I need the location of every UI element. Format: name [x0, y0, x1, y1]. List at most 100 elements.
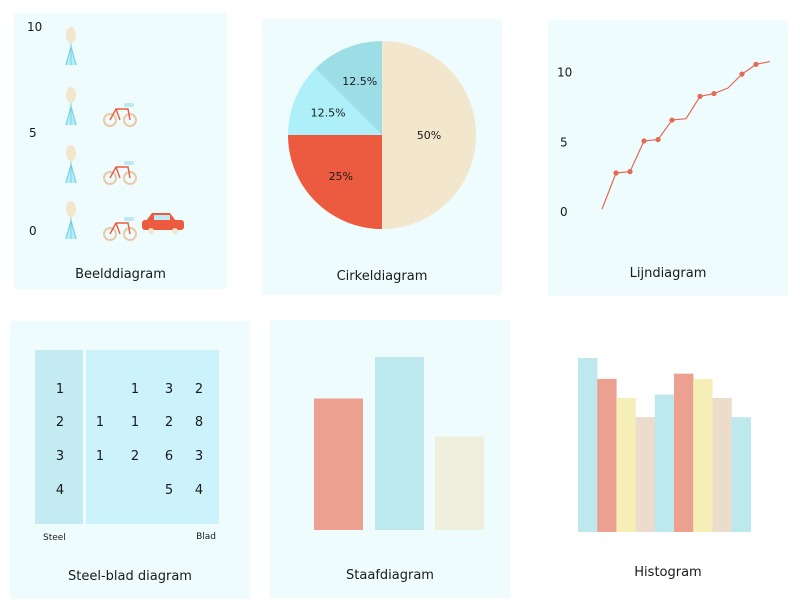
line-point — [627, 169, 633, 175]
stem-column — [35, 350, 83, 524]
histogram-bar — [654, 394, 675, 532]
pictogram-caption: Beelddiagram — [75, 267, 166, 282]
leaf-value: 4 — [195, 483, 203, 498]
bicycle-wheel — [123, 227, 137, 241]
leaf-column — [86, 350, 219, 524]
person-stripes — [65, 43, 77, 66]
leaf-value: 1 — [96, 449, 104, 464]
histogram-panel: Histogram — [548, 320, 788, 598]
histogram-bar — [578, 358, 598, 532]
car-window — [154, 215, 170, 220]
line-point — [641, 138, 647, 144]
bicycle-frame — [109, 166, 131, 179]
pie-slice-label: 12.5% — [342, 75, 377, 88]
person-icon — [65, 87, 77, 126]
bar — [314, 398, 363, 530]
pie-slice — [315, 41, 382, 135]
pie-slice — [288, 68, 382, 135]
histogram-bar — [712, 398, 732, 532]
leaf-value: 1 — [96, 415, 104, 430]
line-point — [739, 71, 745, 77]
bicycle-seat — [124, 103, 134, 107]
histogram-bar — [597, 378, 617, 532]
y-tick-label: 0 — [560, 205, 568, 219]
car-body — [142, 220, 184, 230]
y-tick-label: 10 — [27, 20, 42, 34]
car-icon — [142, 213, 184, 234]
bicycle-wheel — [103, 171, 117, 185]
stemleaf-caption: Steel-blad diagram — [68, 569, 192, 584]
y-tick-label: 5 — [560, 135, 568, 149]
pie-slice — [288, 135, 382, 229]
line-point — [753, 61, 759, 67]
person-head — [66, 201, 76, 217]
histogram-bar — [674, 373, 694, 532]
line-point — [669, 117, 675, 123]
leaf-value: 8 — [195, 415, 203, 430]
bicycle-icon — [103, 217, 137, 241]
line-point — [613, 170, 619, 176]
leaf-value: 1 — [131, 415, 139, 430]
line-caption: Lijndiagram — [629, 266, 707, 281]
person-stripes — [65, 161, 77, 184]
person-head — [66, 145, 76, 161]
car-wheel — [172, 228, 178, 234]
y-tick-label: 5 — [29, 126, 37, 140]
leaf-value: 2 — [165, 415, 173, 430]
histogram-bar — [731, 417, 751, 532]
bicycle-wheel — [103, 113, 117, 127]
person-stripes — [65, 103, 77, 126]
histogram-caption: Histogram — [634, 565, 702, 580]
line-point — [655, 136, 661, 143]
person-icon — [65, 201, 77, 240]
line-point — [697, 93, 703, 99]
car-wheel — [148, 228, 154, 234]
bicycle-wheel — [123, 171, 137, 185]
bar-panel: Staafdiagram — [270, 320, 510, 598]
bicycle-seat — [124, 161, 134, 165]
stem-value: 1 — [56, 382, 64, 397]
person-head — [66, 87, 76, 103]
stem-value: 4 — [56, 483, 64, 498]
bicycle-wheel — [103, 227, 117, 241]
histogram-bar — [693, 378, 713, 532]
pictogram-panel: 0 5 10 Beelddiagram — [14, 13, 227, 289]
line-panel: 0 5 10 Lijndiagram — [548, 20, 788, 296]
histogram-bar — [635, 417, 655, 532]
bar — [435, 436, 484, 530]
stem-label: Steel — [43, 533, 66, 543]
bicycle-seat — [124, 217, 134, 221]
pie-slice-label: 50% — [417, 129, 441, 142]
bar — [375, 357, 424, 530]
pie-slice-label: 25% — [329, 170, 353, 183]
pie-chart: 50% 25% 12.5% 12.5% — [288, 41, 476, 229]
pictogram-chart: 0 5 10 — [27, 20, 184, 241]
stemleaf-chart: 1 1 3 2 2 1 1 2 8 3 1 2 6 3 4 5 4 Steel Blad — [35, 350, 219, 543]
pie-slice — [382, 41, 476, 229]
stemleaf-panel: 1 1 3 2 2 1 1 2 8 3 1 2 6 3 4 5 4 Steel Blad Steel-blad di… — [10, 321, 250, 599]
histogram-bar — [616, 398, 636, 532]
person-head — [66, 27, 76, 43]
person-stripes — [65, 217, 77, 240]
leaf-value: 3 — [165, 382, 173, 397]
line-point — [711, 90, 717, 97]
y-tick-label: 0 — [29, 224, 37, 238]
person-icon — [65, 27, 77, 66]
leaf-value: 1 — [131, 382, 139, 397]
y-tick-label: 10 — [557, 66, 572, 80]
stem-value: 3 — [56, 449, 64, 464]
bicycle-wheel — [123, 113, 137, 127]
person-icon — [65, 145, 77, 184]
bar-chart — [314, 357, 484, 530]
stem-value: 2 — [56, 415, 64, 430]
leaf-label: Blad — [196, 532, 216, 542]
line-series — [601, 60, 771, 210]
bicycle-frame — [109, 222, 131, 235]
pie-slice-label: 12.5% — [311, 107, 346, 120]
pie-panel: 50% 25% 12.5% 12.5% Cirkeldiagram — [262, 19, 502, 295]
leaf-value: 6 — [165, 449, 173, 464]
line-chart: 0 5 10 — [557, 60, 771, 219]
leaf-value: 2 — [195, 382, 203, 397]
bicycle-frame — [109, 108, 131, 121]
bar-caption: Staafdiagram — [346, 568, 434, 583]
